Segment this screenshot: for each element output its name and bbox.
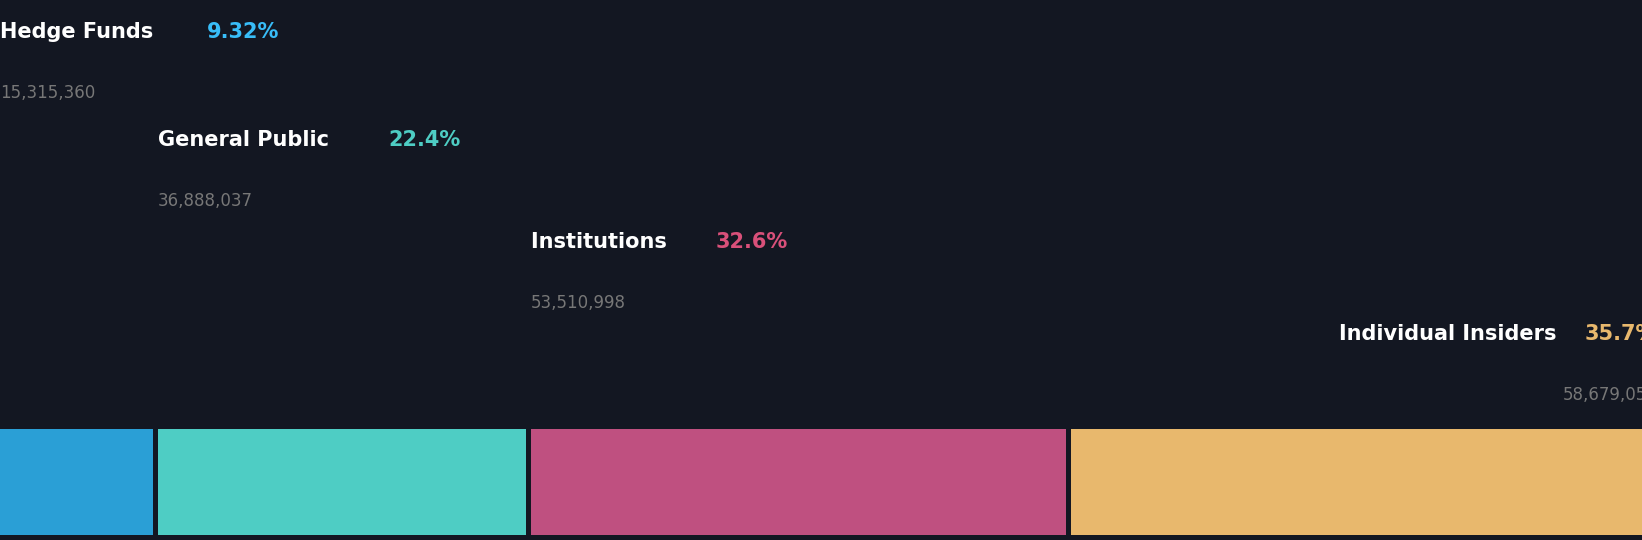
Bar (530, 429, 1066, 535)
Bar (158, 429, 525, 535)
Text: 22.4%: 22.4% (388, 130, 460, 150)
Text: 58,679,050: 58,679,050 (1562, 386, 1642, 404)
Text: Institutions: Institutions (530, 232, 673, 252)
Text: 15,315,360: 15,315,360 (0, 84, 95, 102)
Bar (0, 429, 153, 535)
Bar (1071, 429, 1642, 535)
Text: 9.32%: 9.32% (207, 22, 279, 42)
Text: 32.6%: 32.6% (716, 232, 788, 252)
Text: 36,888,037: 36,888,037 (158, 192, 253, 210)
Text: 53,510,998: 53,510,998 (530, 294, 626, 312)
Text: General Public: General Public (158, 130, 337, 150)
Text: 35.7%: 35.7% (1585, 324, 1642, 344)
Text: Hedge Funds: Hedge Funds (0, 22, 161, 42)
Text: Individual Insiders: Individual Insiders (1338, 324, 1563, 344)
